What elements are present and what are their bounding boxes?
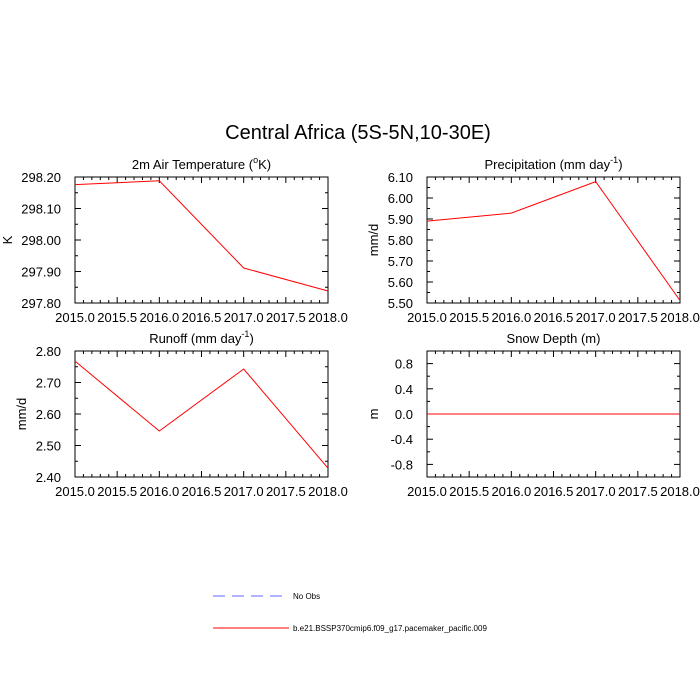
series-line <box>74 360 329 469</box>
y-tick-label: 2.50 <box>36 439 61 454</box>
x-tick-label: 2016.5 <box>182 484 222 499</box>
x-tick-label: 2016.5 <box>182 310 222 325</box>
y-tick-label: 297.90 <box>21 265 61 280</box>
x-tick-label: 2016.0 <box>491 484 531 499</box>
y-tick-label: 5.80 <box>388 233 413 248</box>
panel-title: 2m Air Temperature (oK) <box>132 155 271 172</box>
x-tick-label: 2018.0 <box>660 484 700 499</box>
series-line <box>426 180 681 301</box>
x-tick-label: 2016.5 <box>534 310 574 325</box>
y-tick-label: 2.80 <box>36 344 61 359</box>
x-tick-label: 2015.5 <box>97 310 137 325</box>
y-tick-label: 5.50 <box>388 296 413 311</box>
panel-title: Precipitation (mm day-1) <box>484 155 622 172</box>
legend: No Obs b.e21.BSSP370cmip6.f09_g17.pacemak… <box>213 592 487 633</box>
figure-title: Central Africa (5S-5N,10-30E) <box>225 122 491 144</box>
x-tick-label: 2017.5 <box>266 310 306 325</box>
x-tick-label: 2017.5 <box>618 310 658 325</box>
y-tick-label: -0.4 <box>391 432 413 447</box>
y-axis-label: mm/d <box>366 224 381 257</box>
plot-frame <box>74 350 329 478</box>
y-tick-label: 298.20 <box>21 170 61 185</box>
y-tick-label: 6.00 <box>388 191 413 206</box>
y-tick-label: 0.0 <box>395 407 413 422</box>
x-tick-label: 2015.0 <box>55 484 95 499</box>
x-tick-label: 2017.5 <box>266 484 306 499</box>
y-tick-label: 2.70 <box>36 376 61 391</box>
legend-label: No Obs <box>293 592 320 601</box>
y-tick-label: 2.60 <box>36 407 61 422</box>
x-tick-label: 2015.0 <box>407 484 447 499</box>
x-tick-label: 2018.0 <box>308 310 348 325</box>
y-tick-label: 5.60 <box>388 275 413 290</box>
legend-label: b.e21.BSSP370cmip6.f09_g17.pacemaker_pac… <box>293 624 487 633</box>
x-tick-label: 2018.0 <box>308 484 348 499</box>
y-tick-label: 298.00 <box>21 233 61 248</box>
y-tick-label: -0.8 <box>391 457 413 472</box>
x-tick-label: 2017.0 <box>224 484 264 499</box>
panel-title: Runoff (mm day-1) <box>149 329 254 346</box>
y-axis-label: m <box>366 409 381 420</box>
y-tick-label: 0.8 <box>395 357 413 372</box>
panel-title: Snow Depth (m) <box>507 331 601 346</box>
y-tick-label: 6.10 <box>388 170 413 185</box>
x-tick-label: 2016.0 <box>139 310 179 325</box>
series-line <box>74 180 329 292</box>
y-tick-label: 0.4 <box>395 382 413 397</box>
y-tick-label: 297.80 <box>21 296 61 311</box>
plot-frame <box>74 176 329 304</box>
y-axis-label: K <box>0 235 15 244</box>
x-tick-label: 2015.5 <box>449 310 489 325</box>
y-tick-label: 5.70 <box>388 254 413 269</box>
y-tick-label: 2.40 <box>36 470 61 485</box>
x-tick-label: 2015.5 <box>97 484 137 499</box>
x-tick-label: 2016.0 <box>491 310 531 325</box>
x-tick-label: 2017.0 <box>576 310 616 325</box>
y-axis-label: mm/d <box>14 398 29 431</box>
chart-panel-2: Precipitation (mm day-1) mm/d 2015.0 2015.5… <box>366 155 700 325</box>
x-tick-label: 2018.0 <box>660 310 700 325</box>
y-tick-label: 298.10 <box>21 202 61 217</box>
plot-frame <box>426 176 681 304</box>
x-tick-label: 2017.0 <box>576 484 616 499</box>
y-tick-label: 5.90 <box>388 212 413 227</box>
x-tick-label: 2015.0 <box>55 310 95 325</box>
x-tick-label: 2015.5 <box>449 484 489 499</box>
x-tick-label: 2015.0 <box>407 310 447 325</box>
x-tick-label: 2017.5 <box>618 484 658 499</box>
x-tick-label: 2016.5 <box>534 484 574 499</box>
x-tick-label: 2017.0 <box>224 310 264 325</box>
x-tick-label: 2016.0 <box>139 484 179 499</box>
